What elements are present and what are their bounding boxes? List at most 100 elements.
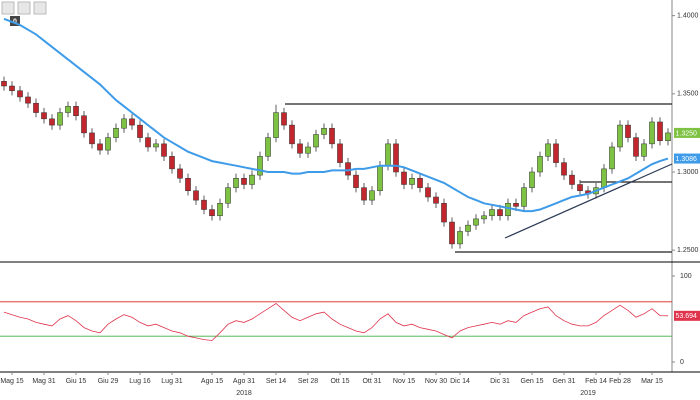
candle-body [217, 203, 223, 217]
candle-body [625, 124, 631, 138]
candle-body [537, 156, 543, 173]
tool-button[interactable] [33, 1, 47, 15]
candle-body [553, 143, 559, 163]
candles [1, 76, 671, 249]
candle-body [425, 187, 431, 198]
y-tick-label: 0 [680, 359, 684, 366]
x-tick-label: Mag 15 [0, 378, 23, 385]
candle-body [665, 132, 671, 141]
x-tick-label: Gen 31 [553, 378, 576, 385]
candle-body [81, 115, 87, 134]
candle-body [185, 178, 191, 192]
x-tick-label: Lug 31 [161, 378, 183, 385]
candle-body [505, 203, 511, 217]
x-tick-label: Ago 15 [201, 378, 223, 385]
candle-body [433, 196, 439, 204]
candle-body [9, 85, 15, 91]
candle-body [401, 171, 407, 185]
candle-body [449, 221, 455, 245]
candle-body [193, 190, 199, 201]
x-tick-label: Dic 14 [450, 378, 470, 385]
rsi-last-label-box [674, 310, 700, 321]
candle-body [225, 187, 231, 204]
candle-body [633, 137, 639, 157]
candle-body [161, 143, 167, 157]
x-tick-label: Set 14 [266, 378, 286, 385]
last-price-label-box [674, 127, 700, 138]
ma-last-label: 1.3086 [676, 156, 698, 163]
x-tick-label: Nov 15 [393, 378, 415, 385]
x-tick-label: Mar 15 [641, 378, 663, 385]
candle-body [481, 215, 487, 220]
year-label: 2019 [580, 390, 596, 397]
badge: 0 [13, 18, 17, 25]
candle-body [345, 162, 351, 176]
x-tick-label: Feb 14 [585, 378, 607, 385]
candle-body [545, 143, 551, 157]
candle-body [249, 174, 255, 185]
candle-body [89, 132, 95, 145]
x-tick-label: Nov 30 [425, 378, 447, 385]
y-tick-label: 1.3000 [677, 169, 699, 176]
candle-body [281, 112, 287, 126]
last-price-label: 1.3250 [676, 130, 698, 137]
candle-body [177, 168, 183, 179]
candle-body [65, 106, 71, 113]
x-tick-label: Mag 31 [32, 378, 55, 385]
candle-body [417, 178, 423, 188]
ma-last-label-box [674, 153, 700, 164]
candle-body [497, 209, 503, 217]
candle-body [513, 203, 519, 207]
candle-body [145, 137, 151, 148]
candle-body [529, 171, 535, 188]
x-tick-label: Giu 15 [66, 378, 87, 385]
year-label: 2018 [236, 390, 252, 397]
drawings [285, 103, 673, 253]
candle-body [409, 178, 415, 185]
x-tick-label: Ott 15 [330, 378, 349, 385]
candle-body [289, 124, 295, 145]
toolbar: 0 [1, 1, 47, 26]
candle-body [297, 143, 303, 154]
candle-body [489, 209, 495, 217]
candle-body [169, 156, 175, 170]
candle-body [377, 165, 383, 192]
x-tick-label: Giu 29 [98, 378, 119, 385]
candle-body [337, 143, 343, 163]
candle-body [33, 102, 39, 113]
candle-body [457, 231, 463, 245]
candle-body [441, 203, 447, 223]
candle-body [265, 137, 271, 157]
candle-body [649, 121, 655, 145]
candle-body [577, 184, 583, 192]
candle-body [113, 127, 119, 138]
candle-body [257, 156, 263, 176]
y-tick-label: 1.4000 [677, 12, 699, 19]
candle-body [49, 118, 55, 126]
badge-box [10, 16, 20, 26]
candle-body [465, 224, 471, 232]
candle-body [369, 190, 375, 201]
rsi-line [3, 303, 669, 341]
y-tick-label: 1.2500 [677, 247, 699, 254]
candle-body [273, 112, 279, 138]
rsi-last-label: 53.694 [676, 313, 698, 320]
y-tick-label: 1.3500 [677, 91, 699, 98]
candle-body [641, 143, 647, 157]
candle-body [569, 174, 575, 185]
x-tick-label: Dic 31 [490, 378, 510, 385]
candle-body [353, 174, 359, 188]
candle-body [361, 187, 367, 201]
candle-body [129, 118, 135, 126]
candle-body [57, 112, 63, 126]
tool-button[interactable] [1, 1, 15, 15]
candle-body [1, 81, 7, 87]
candle-body [209, 209, 215, 217]
x-tick-label: Feb 28 [609, 378, 631, 385]
y-tick-label: 100 [680, 273, 692, 280]
tool-button[interactable] [17, 1, 31, 15]
candle-body [321, 127, 327, 135]
candle-body [241, 178, 247, 185]
